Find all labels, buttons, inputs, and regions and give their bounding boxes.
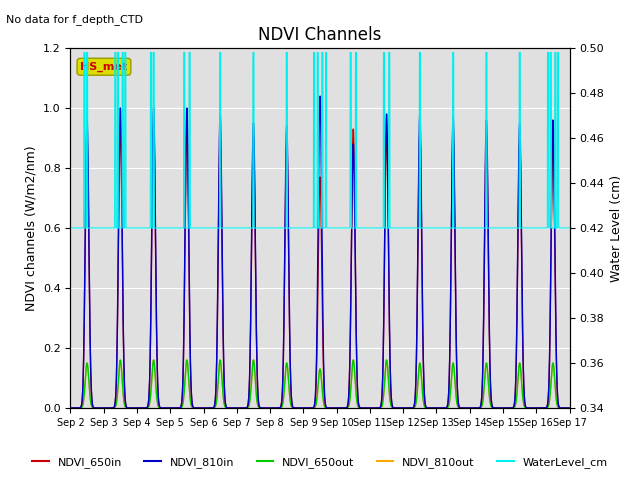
Text: HS_met: HS_met (81, 61, 127, 72)
Legend: NDVI_650in, NDVI_810in, NDVI_650out, NDVI_810out, WaterLevel_cm: NDVI_650in, NDVI_810in, NDVI_650out, NDV… (28, 452, 612, 472)
Y-axis label: Water Level (cm): Water Level (cm) (610, 174, 623, 282)
Title: NDVI Channels: NDVI Channels (259, 25, 381, 44)
Y-axis label: NDVI channels (W/m2/nm): NDVI channels (W/m2/nm) (24, 145, 37, 311)
Text: No data for f_depth_CTD: No data for f_depth_CTD (6, 14, 143, 25)
